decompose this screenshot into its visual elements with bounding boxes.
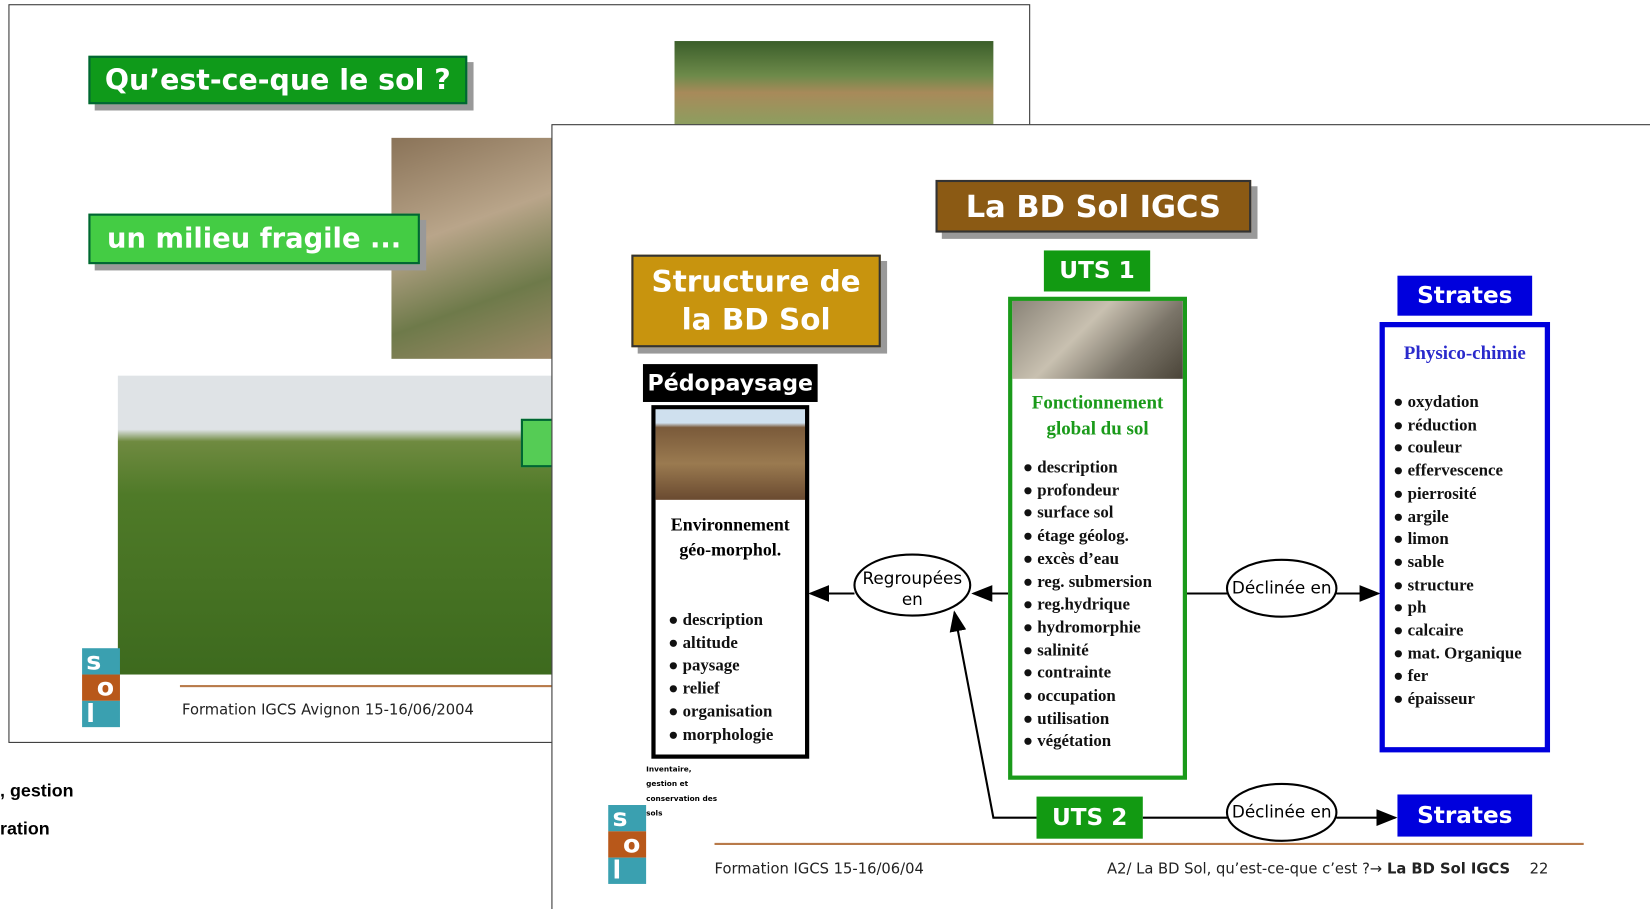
list-item: occupation xyxy=(1023,685,1183,708)
footer: A2/ La BD Sol, qu’est-ce-que c’est ?→ La… xyxy=(1107,861,1548,878)
logo-letter: s xyxy=(608,805,646,831)
list-item: épaisseur xyxy=(1393,688,1545,711)
photo xyxy=(656,409,805,499)
logo-caption: Inventaire, gestion et conservation des … xyxy=(646,762,720,821)
item-list: descriptionaltitudepaysagerelieforganisa… xyxy=(656,609,805,746)
list-item: description xyxy=(1023,457,1183,480)
uts2-label: UTS 2 xyxy=(1037,797,1143,839)
list-item: effervescence xyxy=(1393,460,1545,483)
box-heading: Physico-chimie xyxy=(1385,342,1545,364)
strates-label: Strates xyxy=(1397,276,1532,316)
screenshot: , gestion ration Qu’est-ce-que le sol ? … xyxy=(0,0,1650,909)
list-item: surface sol xyxy=(1023,502,1183,525)
list-item: couleur xyxy=(1393,437,1545,460)
slide-title: La BD Sol IGCS xyxy=(935,180,1251,233)
footer: Formation IGCS 15-16/06/04 xyxy=(715,861,924,878)
list-item: étage géolog. xyxy=(1023,525,1183,548)
list-item: structure xyxy=(1393,574,1545,597)
box-heading: Fonctionnement global du sol xyxy=(1012,389,1182,442)
list-item: organisation xyxy=(668,701,805,724)
canvas: , gestion ration Qu’est-ce-que le sol ? … xyxy=(0,0,1650,909)
list-item: reg. submersion xyxy=(1023,571,1183,594)
list-item: utilisation xyxy=(1023,708,1183,731)
logo: s o l xyxy=(608,805,646,884)
list-item: réduction xyxy=(1393,414,1545,437)
logo-letter: o xyxy=(608,831,646,857)
list-item: argile xyxy=(1393,506,1545,529)
list-item: fer xyxy=(1393,666,1545,689)
list-item: description xyxy=(668,609,805,632)
list-item: paysage xyxy=(668,655,805,678)
list-item: morphologie xyxy=(668,723,805,746)
list-item: sable xyxy=(1393,551,1545,574)
list-item: relief xyxy=(668,678,805,701)
item-list: oxydationréductioncouleureffervescencepi… xyxy=(1385,391,1545,711)
list-item: pierrosité xyxy=(1393,483,1545,506)
list-item: contrainte xyxy=(1023,662,1183,685)
page-number: 22 xyxy=(1530,861,1549,878)
list-item: végétation xyxy=(1023,731,1183,754)
list-item: mat. Organique xyxy=(1393,643,1545,666)
uts1-label: UTS 1 xyxy=(1044,250,1150,291)
list-item: oxydation xyxy=(1393,391,1545,414)
structure-title: Structure de la BD Sol xyxy=(631,255,880,348)
pedopaysage-box: Environnement géo-morphol. descriptional… xyxy=(651,405,809,759)
list-item: ph xyxy=(1393,597,1545,620)
ellipse-label: Déclinée en xyxy=(1227,802,1336,822)
list-item: reg.hydrique xyxy=(1023,594,1183,617)
pedopaysage-label: Pédopaysage xyxy=(643,364,818,402)
list-item: excès d’eau xyxy=(1023,548,1183,571)
list-item: altitude xyxy=(668,632,805,655)
logo-letter: l xyxy=(608,858,646,884)
list-item: profondeur xyxy=(1023,480,1183,503)
list-item: limon xyxy=(1393,528,1545,551)
list-item: hydromorphie xyxy=(1023,617,1183,640)
photo xyxy=(1012,301,1182,379)
footer-text: A2/ La BD Sol, qu’est-ce-que c’est ?→ xyxy=(1107,861,1382,878)
list-item: calcaire xyxy=(1393,620,1545,643)
ellipse-label: Regroupées en xyxy=(857,568,969,610)
strates-box: Physico-chimie oxydationréductioncouleur… xyxy=(1380,322,1550,752)
strates-label: Strates xyxy=(1397,794,1532,836)
list-item: salinité xyxy=(1023,639,1183,662)
footer-bold: La BD Sol IGCS xyxy=(1387,861,1510,878)
ellipse-label: Déclinée en xyxy=(1227,578,1336,598)
item-list: descriptionprofondeursurface solétage gé… xyxy=(1012,457,1182,754)
box-heading: Environnement géo-morphol. xyxy=(656,512,805,563)
uts1-box: Fonctionnement global du sol description… xyxy=(1008,297,1187,780)
